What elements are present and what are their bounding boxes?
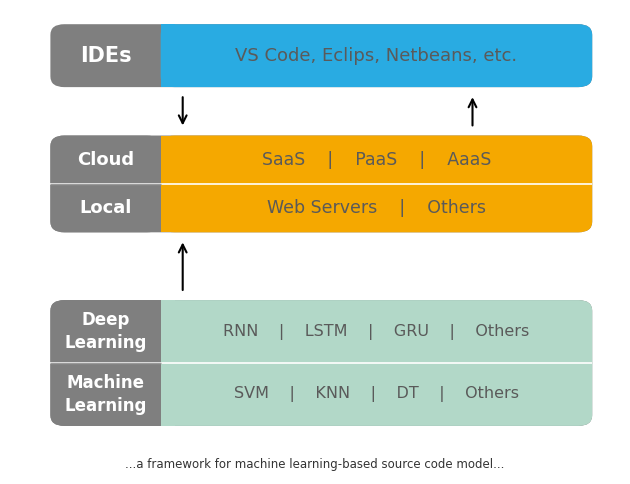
FancyBboxPatch shape bbox=[161, 24, 592, 87]
FancyBboxPatch shape bbox=[50, 136, 161, 232]
FancyBboxPatch shape bbox=[50, 136, 592, 232]
FancyBboxPatch shape bbox=[50, 300, 592, 426]
Text: SaaS    |    PaaS    |    AaaS: SaaS | PaaS | AaaS bbox=[261, 151, 491, 169]
Bar bbox=[161, 300, 175, 426]
Bar bbox=[147, 300, 161, 426]
Text: Machine
Learning: Machine Learning bbox=[64, 374, 147, 415]
FancyBboxPatch shape bbox=[50, 300, 161, 426]
FancyBboxPatch shape bbox=[161, 300, 592, 426]
Text: Deep
Learning: Deep Learning bbox=[64, 311, 147, 352]
Text: Local: Local bbox=[79, 199, 132, 217]
Text: RNN    |    LSTM    |    GRU    |    Others: RNN | LSTM | GRU | Others bbox=[223, 323, 530, 340]
Bar bbox=[161, 136, 175, 232]
Bar bbox=[161, 24, 175, 87]
Bar bbox=[147, 136, 161, 232]
Text: VS Code, Eclips, Netbeans, etc.: VS Code, Eclips, Netbeans, etc. bbox=[236, 46, 517, 65]
Text: Web Servers    |    Others: Web Servers | Others bbox=[267, 199, 486, 217]
Text: ...a framework for machine learning-based source code model...: ...a framework for machine learning-base… bbox=[125, 458, 505, 471]
Text: IDEs: IDEs bbox=[80, 45, 131, 66]
Text: SVM    |    KNN    |    DT    |    Others: SVM | KNN | DT | Others bbox=[234, 386, 519, 403]
Text: Cloud: Cloud bbox=[77, 151, 134, 169]
FancyBboxPatch shape bbox=[50, 24, 592, 87]
FancyBboxPatch shape bbox=[161, 136, 592, 232]
